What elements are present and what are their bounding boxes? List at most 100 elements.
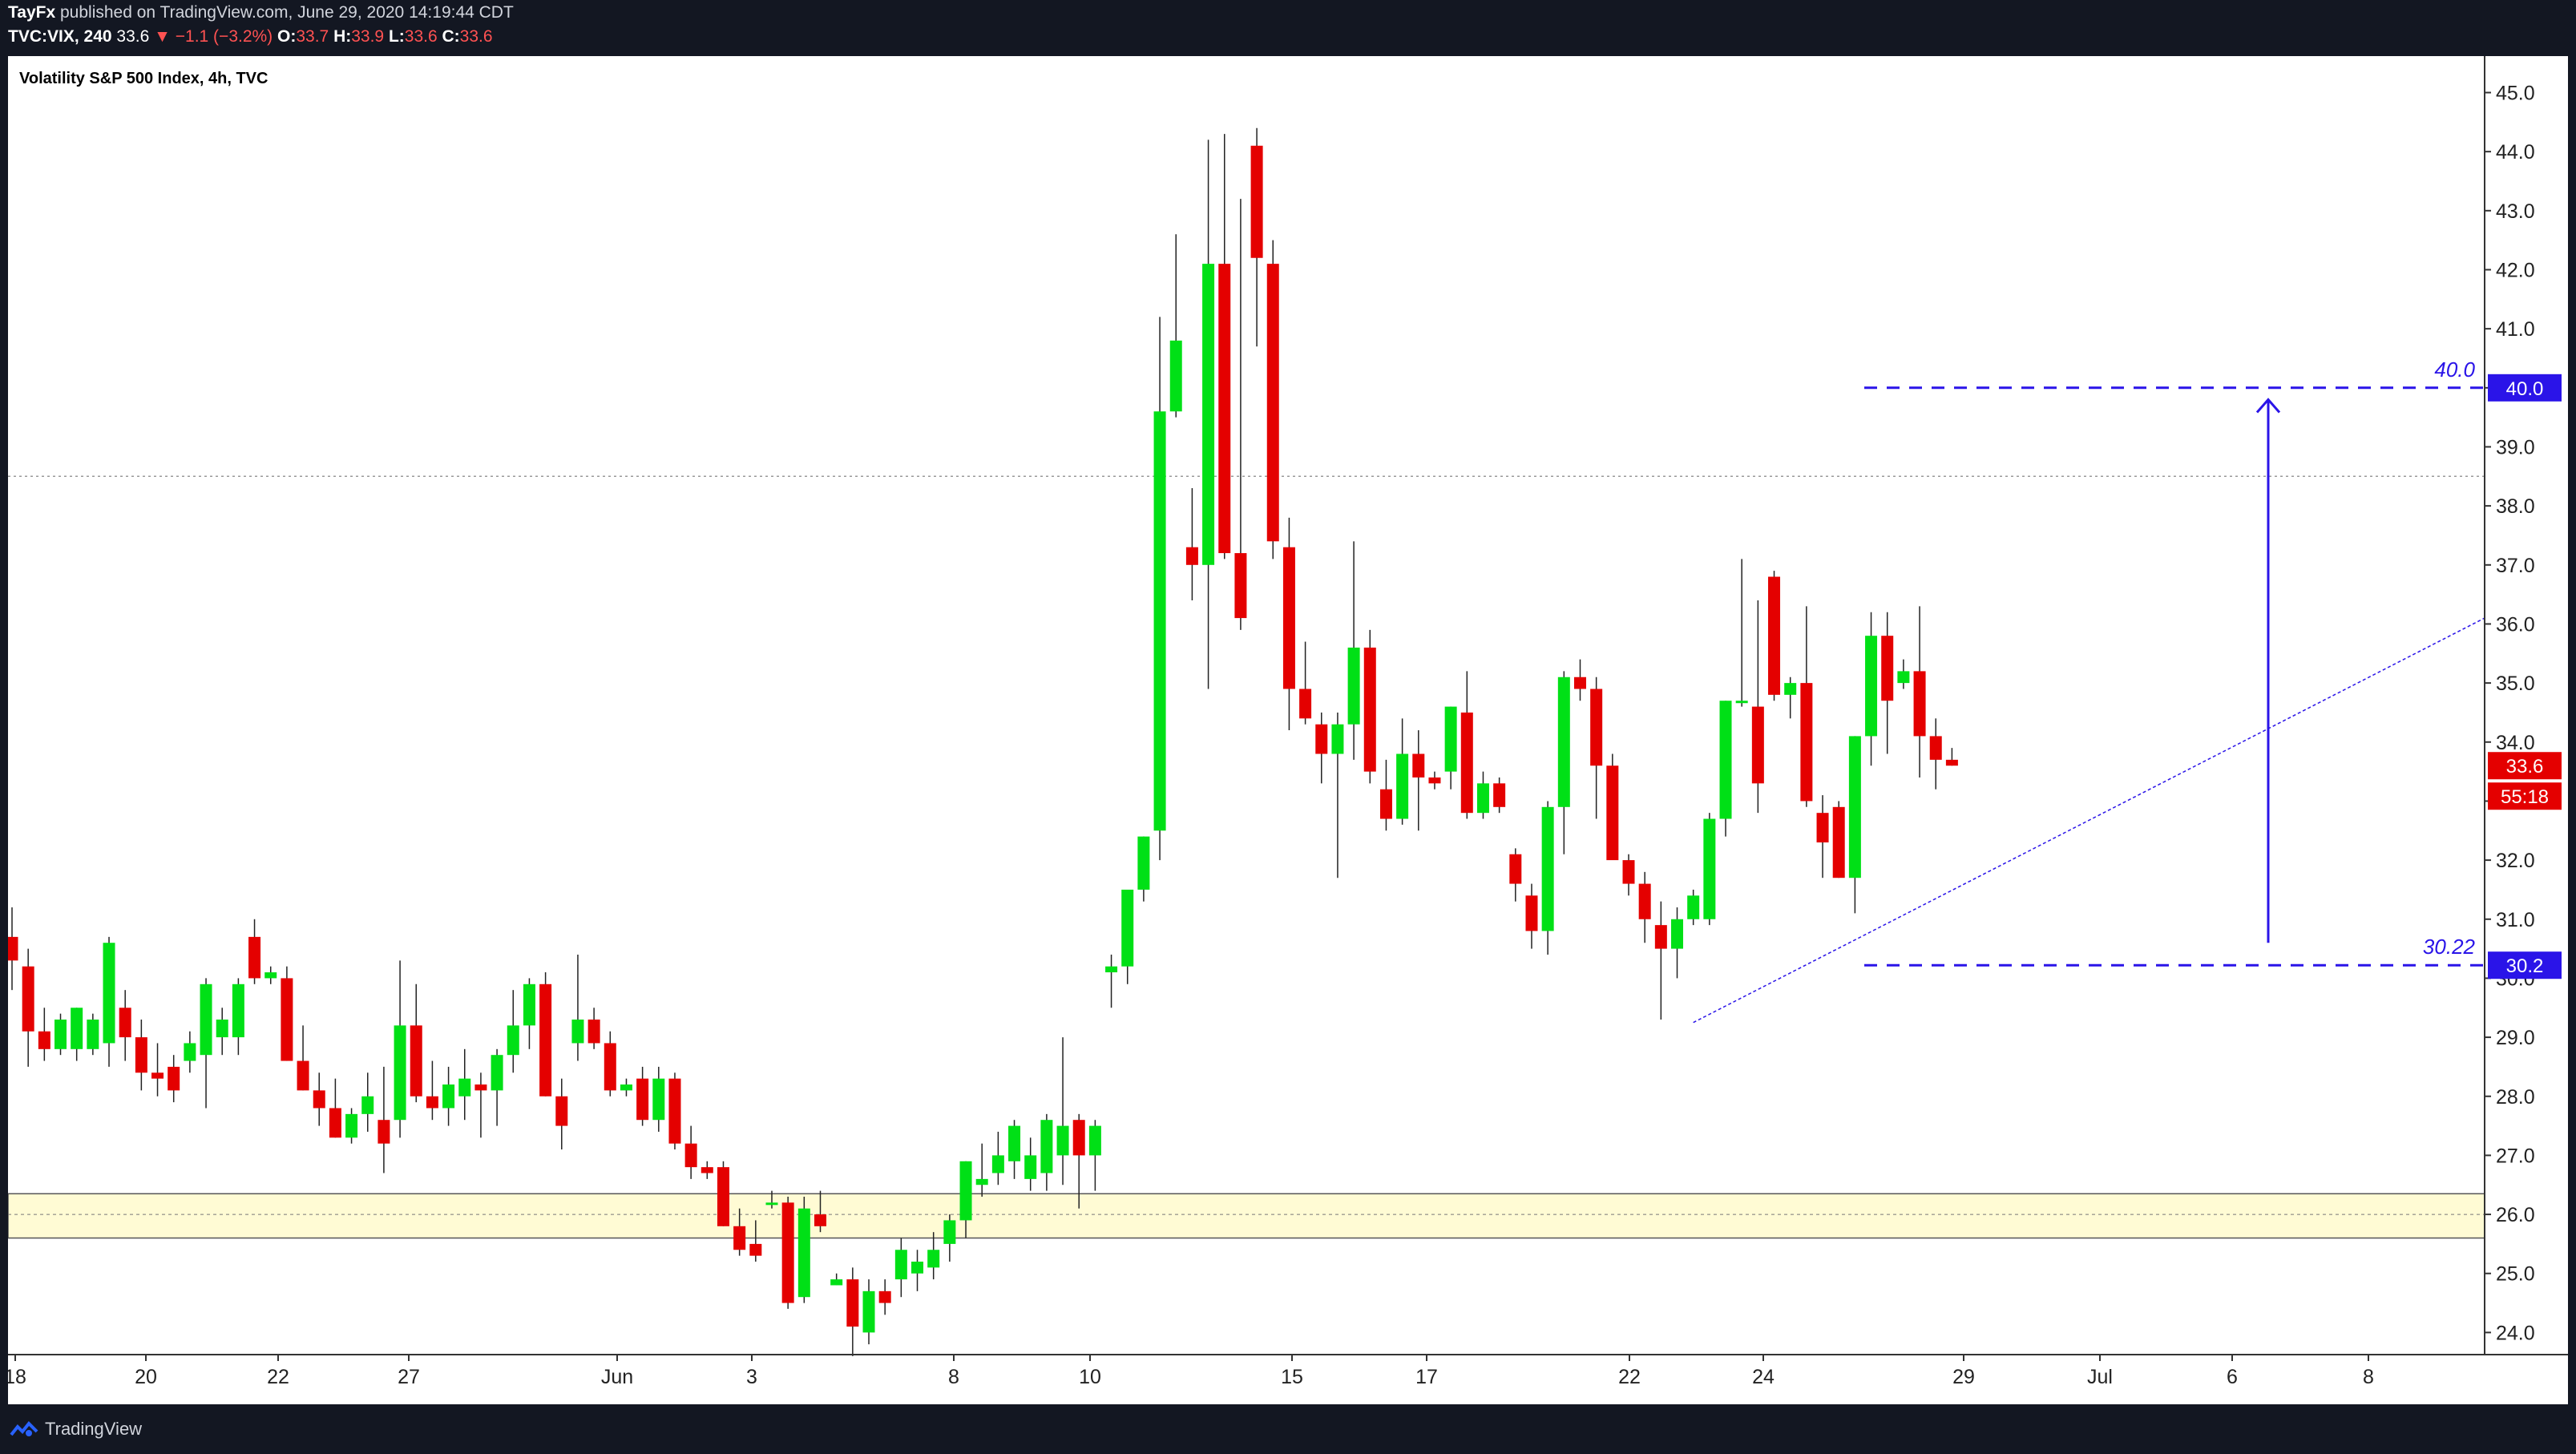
candle-down[interactable] (555, 1096, 568, 1126)
candle-down[interactable] (1282, 547, 1295, 689)
candle-up[interactable] (652, 1078, 665, 1121)
candle-up[interactable] (894, 1250, 907, 1280)
candle-up[interactable] (1056, 1125, 1069, 1156)
candle-down[interactable] (119, 1008, 131, 1038)
candle-down[interactable] (1460, 712, 1473, 814)
countdown-badge[interactable] (2488, 782, 2562, 810)
candle-down[interactable] (1185, 547, 1198, 565)
candles[interactable] (8, 127, 1958, 1356)
candle-down[interactable] (8, 936, 18, 961)
candle-down[interactable] (668, 1078, 681, 1144)
candle-down[interactable] (135, 1037, 147, 1073)
candle-up[interactable] (507, 1025, 519, 1056)
candle-down[interactable] (1493, 783, 1506, 807)
candle-up[interactable] (1347, 647, 1360, 725)
candle-up[interactable] (87, 1019, 99, 1049)
candle-up[interactable] (927, 1250, 940, 1268)
candle-down[interactable] (297, 1060, 309, 1091)
candle-down[interactable] (1218, 264, 1231, 554)
candle-up[interactable] (103, 943, 115, 1044)
candle-down[interactable] (878, 1290, 891, 1303)
candle-down[interactable] (684, 1143, 697, 1168)
candle-up[interactable] (1687, 895, 1700, 919)
candle-down[interactable] (539, 983, 552, 1097)
candle-down[interactable] (1945, 759, 1958, 766)
candle-up[interactable] (1105, 966, 1118, 973)
candle-up[interactable] (1848, 736, 1861, 878)
candle-down[interactable] (636, 1078, 649, 1121)
candle-down[interactable] (749, 1243, 762, 1256)
candle-down[interactable] (1250, 145, 1263, 258)
candle-down[interactable] (1816, 813, 1829, 843)
candle-up[interactable] (830, 1279, 843, 1286)
candle-up[interactable] (1719, 701, 1732, 819)
candle-down[interactable] (1428, 777, 1441, 784)
support-zone[interactable] (8, 1193, 2485, 1239)
candle-down[interactable] (1768, 576, 1781, 695)
support-zone-rect[interactable] (8, 1193, 2485, 1239)
candle-up[interactable] (1784, 683, 1797, 695)
candle-down[interactable] (22, 966, 34, 1032)
candle-up[interactable] (975, 1178, 988, 1185)
candle-up[interactable] (1153, 411, 1166, 831)
candle-up[interactable] (797, 1208, 810, 1298)
candle-down[interactable] (1573, 677, 1586, 689)
candle-up[interactable] (442, 1084, 455, 1109)
candle-up[interactable] (1897, 671, 1910, 684)
candle-down[interactable] (1072, 1120, 1085, 1156)
candle-up[interactable] (911, 1262, 924, 1274)
candle-down[interactable] (1638, 883, 1651, 919)
candle-down[interactable] (701, 1167, 713, 1173)
candle-down[interactable] (329, 1108, 341, 1138)
candle-up[interactable] (1088, 1125, 1101, 1156)
candle-up[interactable] (1202, 264, 1215, 565)
target-badge-upper[interactable] (2488, 374, 2562, 402)
candle-down[interactable] (281, 978, 293, 1061)
candle-down[interactable] (248, 936, 261, 979)
candle-up[interactable] (523, 983, 535, 1026)
candle-down[interactable] (1800, 683, 1813, 802)
candle-up[interactable] (1865, 636, 1878, 737)
candle-up[interactable] (55, 1019, 67, 1049)
candle-down[interactable] (587, 1019, 600, 1044)
candle-up[interactable] (394, 1025, 406, 1121)
axes[interactable]: 24.025.026.027.028.029.030.031.032.033.0… (8, 56, 2568, 1388)
candle-down[interactable] (1509, 854, 1522, 884)
candle-down[interactable] (717, 1167, 729, 1226)
author-name[interactable]: TayFx (8, 3, 56, 22)
candle-up[interactable] (1121, 889, 1134, 967)
candle-down[interactable] (814, 1214, 826, 1226)
current-price-badge[interactable] (2488, 752, 2562, 780)
candle-down[interactable] (1881, 636, 1894, 701)
chart-frame[interactable]: Volatility S&P 500 Index, 4h, TVC 40.0 30… (8, 56, 2568, 1404)
candle-down[interactable] (1929, 736, 1942, 760)
candle-up[interactable] (1703, 818, 1716, 919)
candle-up[interactable] (232, 983, 244, 1038)
candle-down[interactable] (604, 1043, 616, 1091)
candle-down[interactable] (1379, 789, 1392, 819)
candle-down[interactable] (733, 1226, 746, 1250)
candle-down[interactable] (474, 1084, 487, 1091)
candle-up[interactable] (1541, 806, 1554, 931)
candle-up[interactable] (1671, 919, 1684, 949)
candle-down[interactable] (1299, 689, 1312, 719)
candle-down[interactable] (1525, 895, 1538, 931)
candle-down[interactable] (426, 1096, 438, 1109)
candle-down[interactable] (1832, 806, 1845, 878)
candle-down[interactable] (168, 1066, 180, 1091)
candle-down[interactable] (1590, 689, 1603, 766)
candle-down[interactable] (1751, 706, 1764, 784)
candle-up[interactable] (991, 1155, 1004, 1173)
candle-up[interactable] (200, 983, 212, 1056)
candle-down[interactable] (1622, 860, 1635, 884)
candle-down[interactable] (151, 1072, 164, 1079)
candle-up[interactable] (1396, 753, 1409, 819)
candlestick-chart[interactable]: Volatility S&P 500 Index, 4h, TVC 40.0 30… (8, 56, 2568, 1404)
candle-up[interactable] (1444, 706, 1457, 772)
candle-up[interactable] (184, 1043, 196, 1061)
candle-up[interactable] (491, 1055, 503, 1091)
candle-down[interactable] (1315, 724, 1328, 754)
target-badge-lower[interactable] (2488, 951, 2562, 979)
candle-up[interactable] (458, 1078, 471, 1097)
candle-down[interactable] (410, 1025, 422, 1097)
